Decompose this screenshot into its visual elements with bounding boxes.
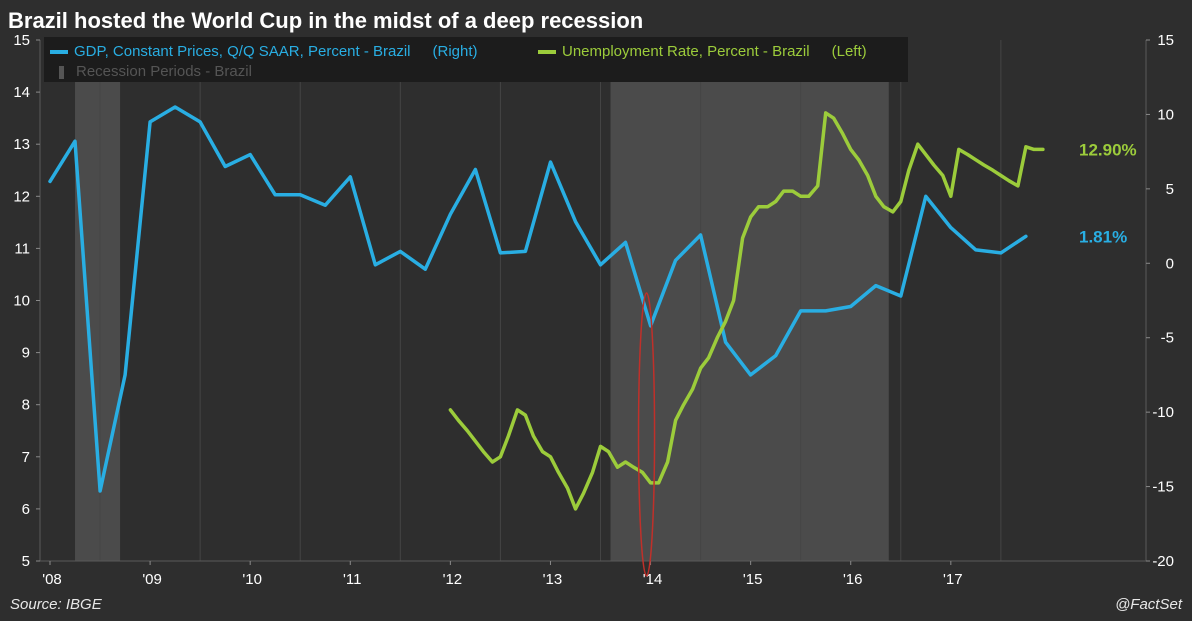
recession-legend-label: Recession Periods - Brazil <box>76 63 252 80</box>
series-layer <box>48 105 1045 511</box>
credit-note: @FactSet <box>1115 596 1182 613</box>
axes: 5 6 7 8 9 10 11 12 13 14 15 -20 -15 -10 -5 0 5 10 15 '08 '09… <box>13 32 1174 588</box>
y-left-tick-label: 15 <box>13 32 30 49</box>
y-left-tick-label: 12 <box>13 188 30 205</box>
y-left-tick-label: 6 <box>22 501 30 518</box>
recession-band <box>610 80 889 561</box>
y-right-tick-label: 5 <box>1166 181 1174 198</box>
y-left-tick-label: 8 <box>22 397 30 414</box>
y-left-tick-label: 9 <box>22 345 30 362</box>
x-tick-label: '14 <box>643 571 663 588</box>
unemployment-legend-axis: (Left) <box>831 43 867 60</box>
source-note: Source: IBGE <box>10 596 102 613</box>
recession-band <box>75 80 121 561</box>
legend: GDP, Constant Prices, Q/Q SAAR, Percent … <box>44 37 908 82</box>
x-tick-label: '11 <box>343 571 361 588</box>
x-tick-label: '15 <box>743 571 763 588</box>
chart-title: Brazil hosted the World Cup in the midst… <box>8 8 644 33</box>
y-left-tick-label: 13 <box>13 136 30 153</box>
y-left-tick-label: 10 <box>13 293 30 310</box>
x-tick-label: '08 <box>42 571 62 588</box>
gdp-legend-swatch <box>50 50 68 55</box>
recession-shading <box>75 80 889 561</box>
gdp-series-line <box>48 105 1028 493</box>
x-tick-label: '13 <box>543 571 563 588</box>
legend-item-gdp: GDP, Constant Prices, Q/Q SAAR, Percent … <box>50 43 478 60</box>
y-left-tick-label: 7 <box>22 449 30 466</box>
x-tick-label: '10 <box>242 571 262 588</box>
y-left-tick-label: 5 <box>22 553 30 570</box>
y-left-tick-label: 14 <box>13 84 30 101</box>
legend-item-unemployment: Unemployment Rate, Percent - Brazil (Left… <box>538 43 867 60</box>
end-labels: 12.90% 1.81% <box>1079 140 1137 246</box>
x-tick-label: '17 <box>943 571 963 588</box>
world-cup-highlight-ellipse <box>637 292 656 577</box>
unemployment-legend-label: Unemployment Rate, Percent - Brazil <box>562 43 810 60</box>
annotation-layer <box>637 292 656 577</box>
y-right-tick-label: -15 <box>1152 479 1174 496</box>
gdp-legend-label: GDP, Constant Prices, Q/Q SAAR, Percent … <box>74 43 411 60</box>
recession-legend-swatch <box>59 65 64 79</box>
gdp-legend-axis: (Right) <box>432 43 478 60</box>
unemployment-series-line <box>448 111 1045 511</box>
y-right-tick-label: 0 <box>1166 255 1174 272</box>
legend-item-recession: Recession Periods - Brazil <box>50 63 252 80</box>
gdp-end-label: 1.81% <box>1079 227 1127 246</box>
x-tick-label: '09 <box>142 571 162 588</box>
y-left-tick-label: 11 <box>14 240 30 257</box>
y-right-tick-label: -10 <box>1152 404 1174 421</box>
unemployment-end-label: 12.90% <box>1079 140 1137 159</box>
grid-lines <box>99 40 1002 561</box>
y-right-tick-label: 15 <box>1157 32 1174 49</box>
x-tick-label: '16 <box>843 571 863 588</box>
x-tick-label: '12 <box>443 571 463 588</box>
y-right-tick-label: 10 <box>1157 106 1174 123</box>
y-right-tick-label: -20 <box>1152 553 1174 570</box>
unemployment-legend-swatch <box>538 50 556 55</box>
y-right-tick-label: -5 <box>1161 330 1174 347</box>
